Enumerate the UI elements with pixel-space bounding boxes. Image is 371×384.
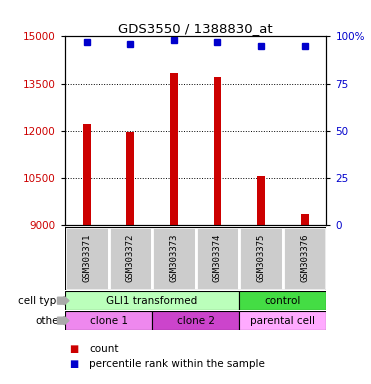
Bar xyxy=(152,227,196,290)
Bar xyxy=(196,227,239,290)
Bar xyxy=(65,311,152,330)
Text: other: other xyxy=(35,316,63,326)
Bar xyxy=(108,227,152,290)
Bar xyxy=(301,214,309,225)
Bar xyxy=(283,227,326,290)
Text: GSM303373: GSM303373 xyxy=(170,234,178,282)
Text: control: control xyxy=(265,296,301,306)
Text: clone 1: clone 1 xyxy=(89,316,128,326)
Bar xyxy=(65,291,239,310)
Title: GDS3550 / 1388830_at: GDS3550 / 1388830_at xyxy=(118,22,273,35)
Text: GSM303371: GSM303371 xyxy=(82,234,91,282)
Text: cell type: cell type xyxy=(19,296,63,306)
Bar xyxy=(65,227,109,290)
Text: count: count xyxy=(89,344,119,354)
Bar xyxy=(239,311,326,330)
Bar xyxy=(83,124,91,225)
Text: GSM303375: GSM303375 xyxy=(257,234,266,282)
Text: parental cell: parental cell xyxy=(250,316,315,326)
Text: ■: ■ xyxy=(69,359,78,369)
Bar xyxy=(127,132,134,225)
Text: GSM303374: GSM303374 xyxy=(213,234,222,282)
Bar xyxy=(239,291,326,310)
Bar xyxy=(170,73,178,225)
Text: GSM303376: GSM303376 xyxy=(300,234,309,282)
Text: percentile rank within the sample: percentile rank within the sample xyxy=(89,359,265,369)
Bar xyxy=(257,176,265,225)
Bar xyxy=(239,227,283,290)
Bar xyxy=(214,77,221,225)
Text: clone 2: clone 2 xyxy=(177,316,215,326)
Text: GSM303372: GSM303372 xyxy=(126,234,135,282)
Text: ■: ■ xyxy=(69,344,78,354)
Bar xyxy=(152,311,239,330)
Text: GLI1 transformed: GLI1 transformed xyxy=(106,296,198,306)
